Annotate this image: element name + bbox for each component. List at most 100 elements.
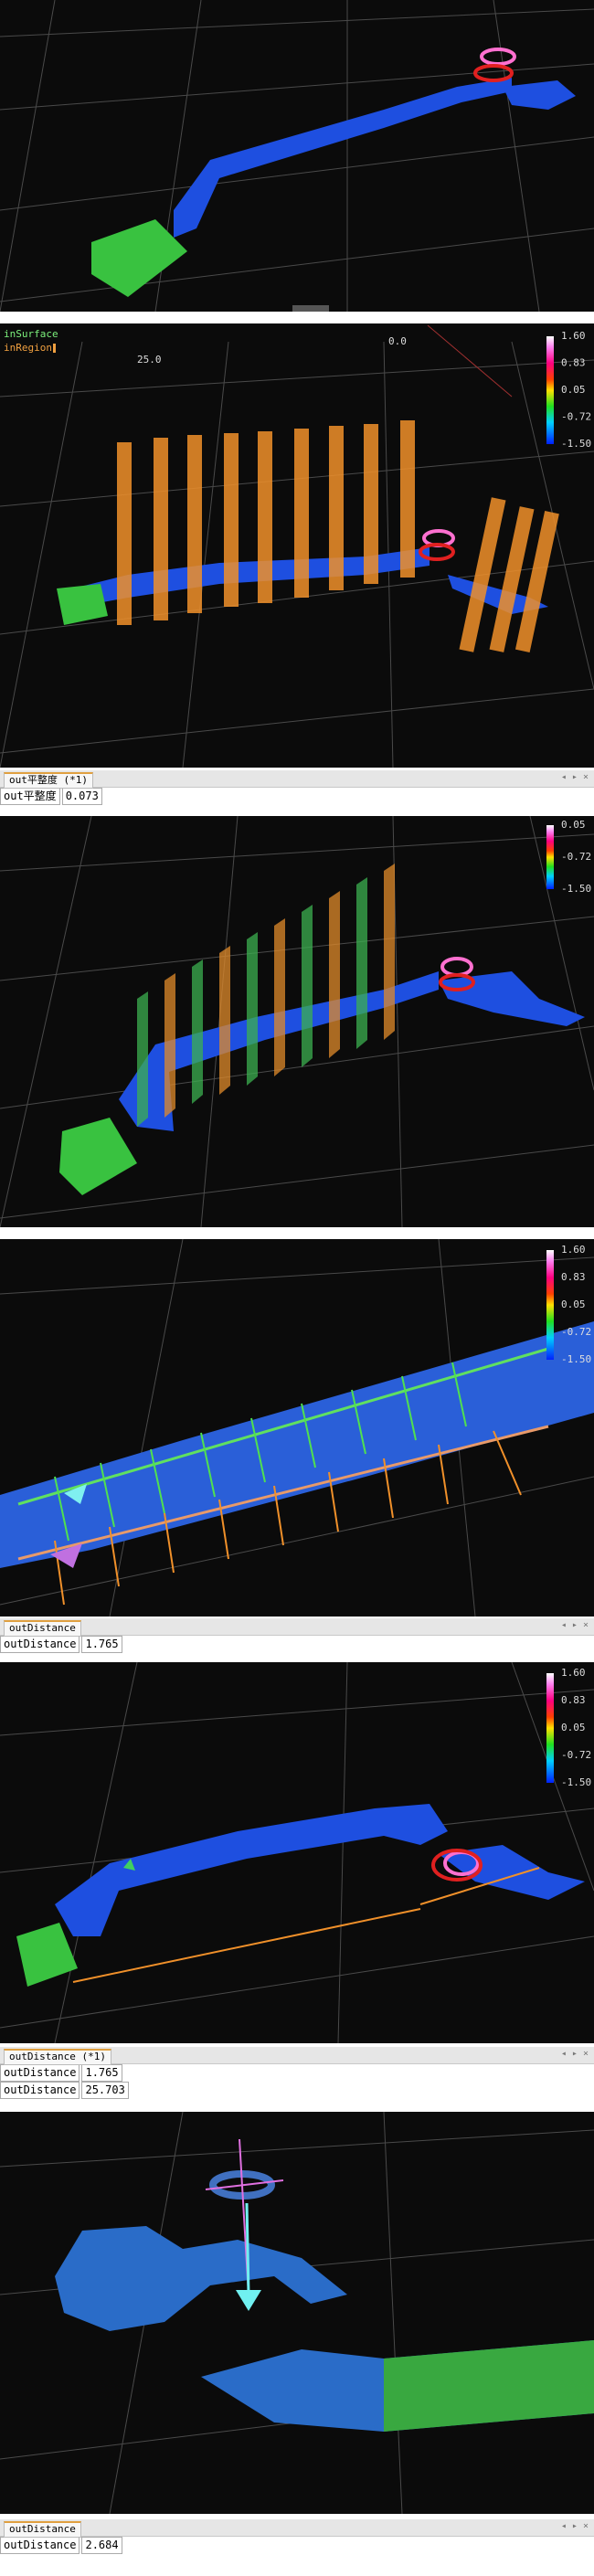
edge [17,1347,549,1506]
colorbar-label: 0.05 [561,1722,586,1733]
region [59,1118,137,1195]
grid [0,1239,594,1617]
result-value: 2.684 [81,2537,122,2554]
result-value: 0.073 [61,788,102,805]
arrow [50,1543,82,1568]
planes [137,864,395,1127]
axis-label: 25.0 [137,354,162,366]
ring [440,957,473,977]
tab[interactable]: outDistance (*1) [4,2049,111,2065]
viewport-3d[interactable]: 0.05 -0.72 -1.50 [0,816,594,1227]
edge [17,1425,549,1561]
colorbar-label: 0.05 [561,384,586,396]
colorbar: 0.05 -0.72 -1.50 [546,819,591,895]
distance-line [245,2202,250,2295]
ticks-green [54,1362,467,1542]
result-row: outDistance 1.765 [0,1636,594,1653]
result-row: outDistance 25.703 [0,2082,594,2099]
results-panel: outDistance (*1) ◂ ▸ × outDistance 1.765 o… [0,2047,594,2099]
grid [0,0,594,312]
legend-swatch [53,344,56,353]
results-panel: outDistance ◂ ▸ × outDistance 1.765 [0,1618,594,1653]
legend-label: inSurface [4,328,58,340]
tab-bar: outDistance ◂ ▸ × [0,2519,594,2538]
colorbar-label: -1.50 [561,883,591,895]
colorbar-label: -0.72 [561,411,591,423]
ring [431,1849,483,1882]
arrow [64,1484,87,1504]
tab[interactable]: outDistance [4,2521,81,2538]
surface [439,971,585,1026]
result-row: outDistance 1.765 [0,2064,594,2082]
viewport-3d[interactable] [0,0,594,312]
tab-bar: outDistance ◂ ▸ × [0,1618,594,1637]
tab[interactable]: out平整度 (*1) [4,772,93,789]
surface [503,80,576,110]
colorbar-gradient [546,336,554,444]
tab[interactable]: outDistance [4,1620,81,1637]
colorbar-label: -0.72 [561,1749,591,1761]
region [16,1923,78,1987]
scroll-handle[interactable] [292,305,329,312]
result-name: outDistance [0,2064,80,2082]
results-panel: outDistance ◂ ▸ × outDistance 2.684 [0,2519,594,2554]
colorbar-label: 0.83 [561,1694,586,1706]
grid [0,816,594,1227]
tab-arrows[interactable]: ◂ ▸ × [560,2049,589,2059]
axis [205,2179,284,2190]
result-name: outDistance [0,2082,80,2099]
colorbar: 1.60 0.83 0.05 -0.72 -1.50 [546,330,591,450]
colorbar-gradient [546,1250,554,1360]
tab-bar: out平整度 (*1) ◂ ▸ × [0,770,594,789]
colorbar-label: 1.60 [561,330,586,342]
viewport-3d[interactable]: 1.60 0.83 0.05 -0.72 -1.50 [0,1239,594,1617]
colorbar-label: 1.60 [561,1667,586,1679]
surface [174,78,512,238]
region [384,2340,594,2432]
result-value: 1.765 [81,1636,122,1653]
results-panel: out平整度 (*1) ◂ ▸ × out平整度 0.073 [0,770,594,805]
result-row: outDistance 2.684 [0,2537,594,2554]
tab-arrows[interactable]: ◂ ▸ × [560,772,589,782]
ring [419,543,455,561]
colorbar-label: 0.05 [561,819,586,831]
tab-bar: outDistance (*1) ◂ ▸ × [0,2047,594,2065]
ring [480,48,516,66]
colorbar-label: 0.83 [561,357,586,369]
region [57,584,108,625]
colorbar-label: -0.72 [561,851,591,863]
surface [55,1804,448,1936]
colorbar-label: 0.05 [561,1299,586,1310]
colorbar-label: -0.72 [561,1326,591,1338]
viewport-3d[interactable] [0,2112,594,2514]
ring [439,973,475,991]
result-value: 1.765 [81,2064,122,2082]
result-value: 25.703 [81,2082,129,2099]
viewport-3d[interactable]: 1.60 0.83 0.05 -0.72 -1.50 [0,1662,594,2043]
surface [0,1321,594,1568]
cylinders [117,420,559,652]
distance-line [72,1908,421,1983]
surface [448,575,548,614]
tab-arrows[interactable]: ◂ ▸ × [560,2521,589,2531]
tab-arrows[interactable]: ◂ ▸ × [560,1620,589,1630]
colorbar: 1.60 0.83 0.05 -0.72 -1.50 [546,1244,591,1365]
ring [473,64,514,82]
axis-label: 0.0 [388,335,407,347]
viewport-3d[interactable]: inSurface inRegion 25.0 0.0 1.60 0.83 0.05… [0,323,594,768]
colorbar-label: 1.60 [561,1244,586,1256]
result-name: outDistance [0,1636,80,1653]
colorbar-label: -1.50 [561,1353,591,1365]
colorbar: 1.60 0.83 0.05 -0.72 -1.50 [546,1667,591,1788]
ticks-orange [54,1430,522,1606]
axis [427,324,513,398]
surface [55,2226,347,2331]
result-name: out平整度 [0,788,60,805]
legend-label: inRegion [4,342,52,354]
colorbar-label: 0.83 [561,1271,586,1283]
colorbar-label: -1.50 [561,438,591,450]
result-name: outDistance [0,2537,80,2554]
result-row: out平整度 0.073 [0,788,594,805]
colorbar-gradient [546,825,554,889]
